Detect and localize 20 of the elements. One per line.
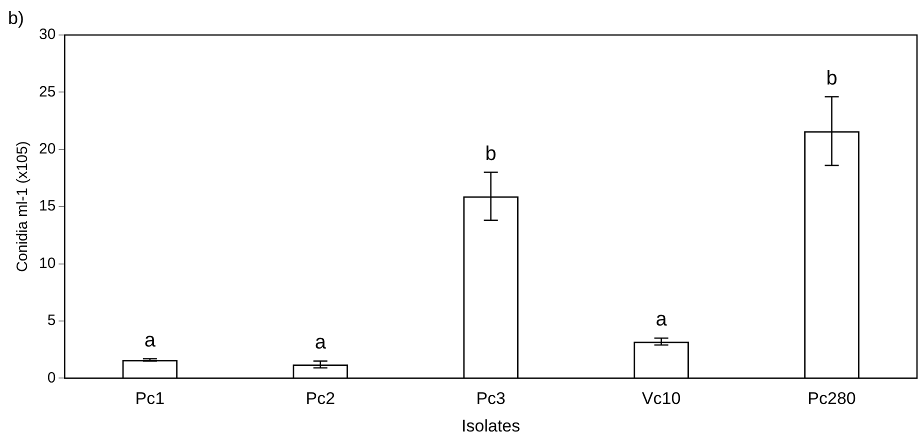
x-axis-title: Isolates (462, 416, 520, 436)
annotation: a (144, 329, 156, 352)
y-tick-label: 25 (38, 83, 56, 100)
annotation: b (485, 142, 496, 165)
x-tick-label: Pc280 (808, 389, 856, 408)
x-tick-label: Pc1 (135, 389, 165, 408)
y-tick-label: 15 (38, 198, 56, 215)
x-tick-label: Vc10 (642, 389, 681, 408)
x-tick-label: Pc3 (476, 389, 506, 408)
annotation: a (314, 332, 327, 354)
y-tick-label: 20 (38, 140, 56, 158)
y-tick-label: 0 (47, 369, 56, 386)
y-tick-label: 10 (38, 254, 56, 272)
text: b) (8, 8, 24, 28)
y-axis-title: Conidia ml-1 (x105) (14, 141, 32, 272)
annotation: b (826, 67, 838, 90)
annotation: a (656, 308, 668, 331)
x-tick-label: Pc2 (306, 389, 336, 408)
y-tick-label: 5 (47, 312, 56, 330)
y-tick-label: 30 (38, 26, 56, 44)
